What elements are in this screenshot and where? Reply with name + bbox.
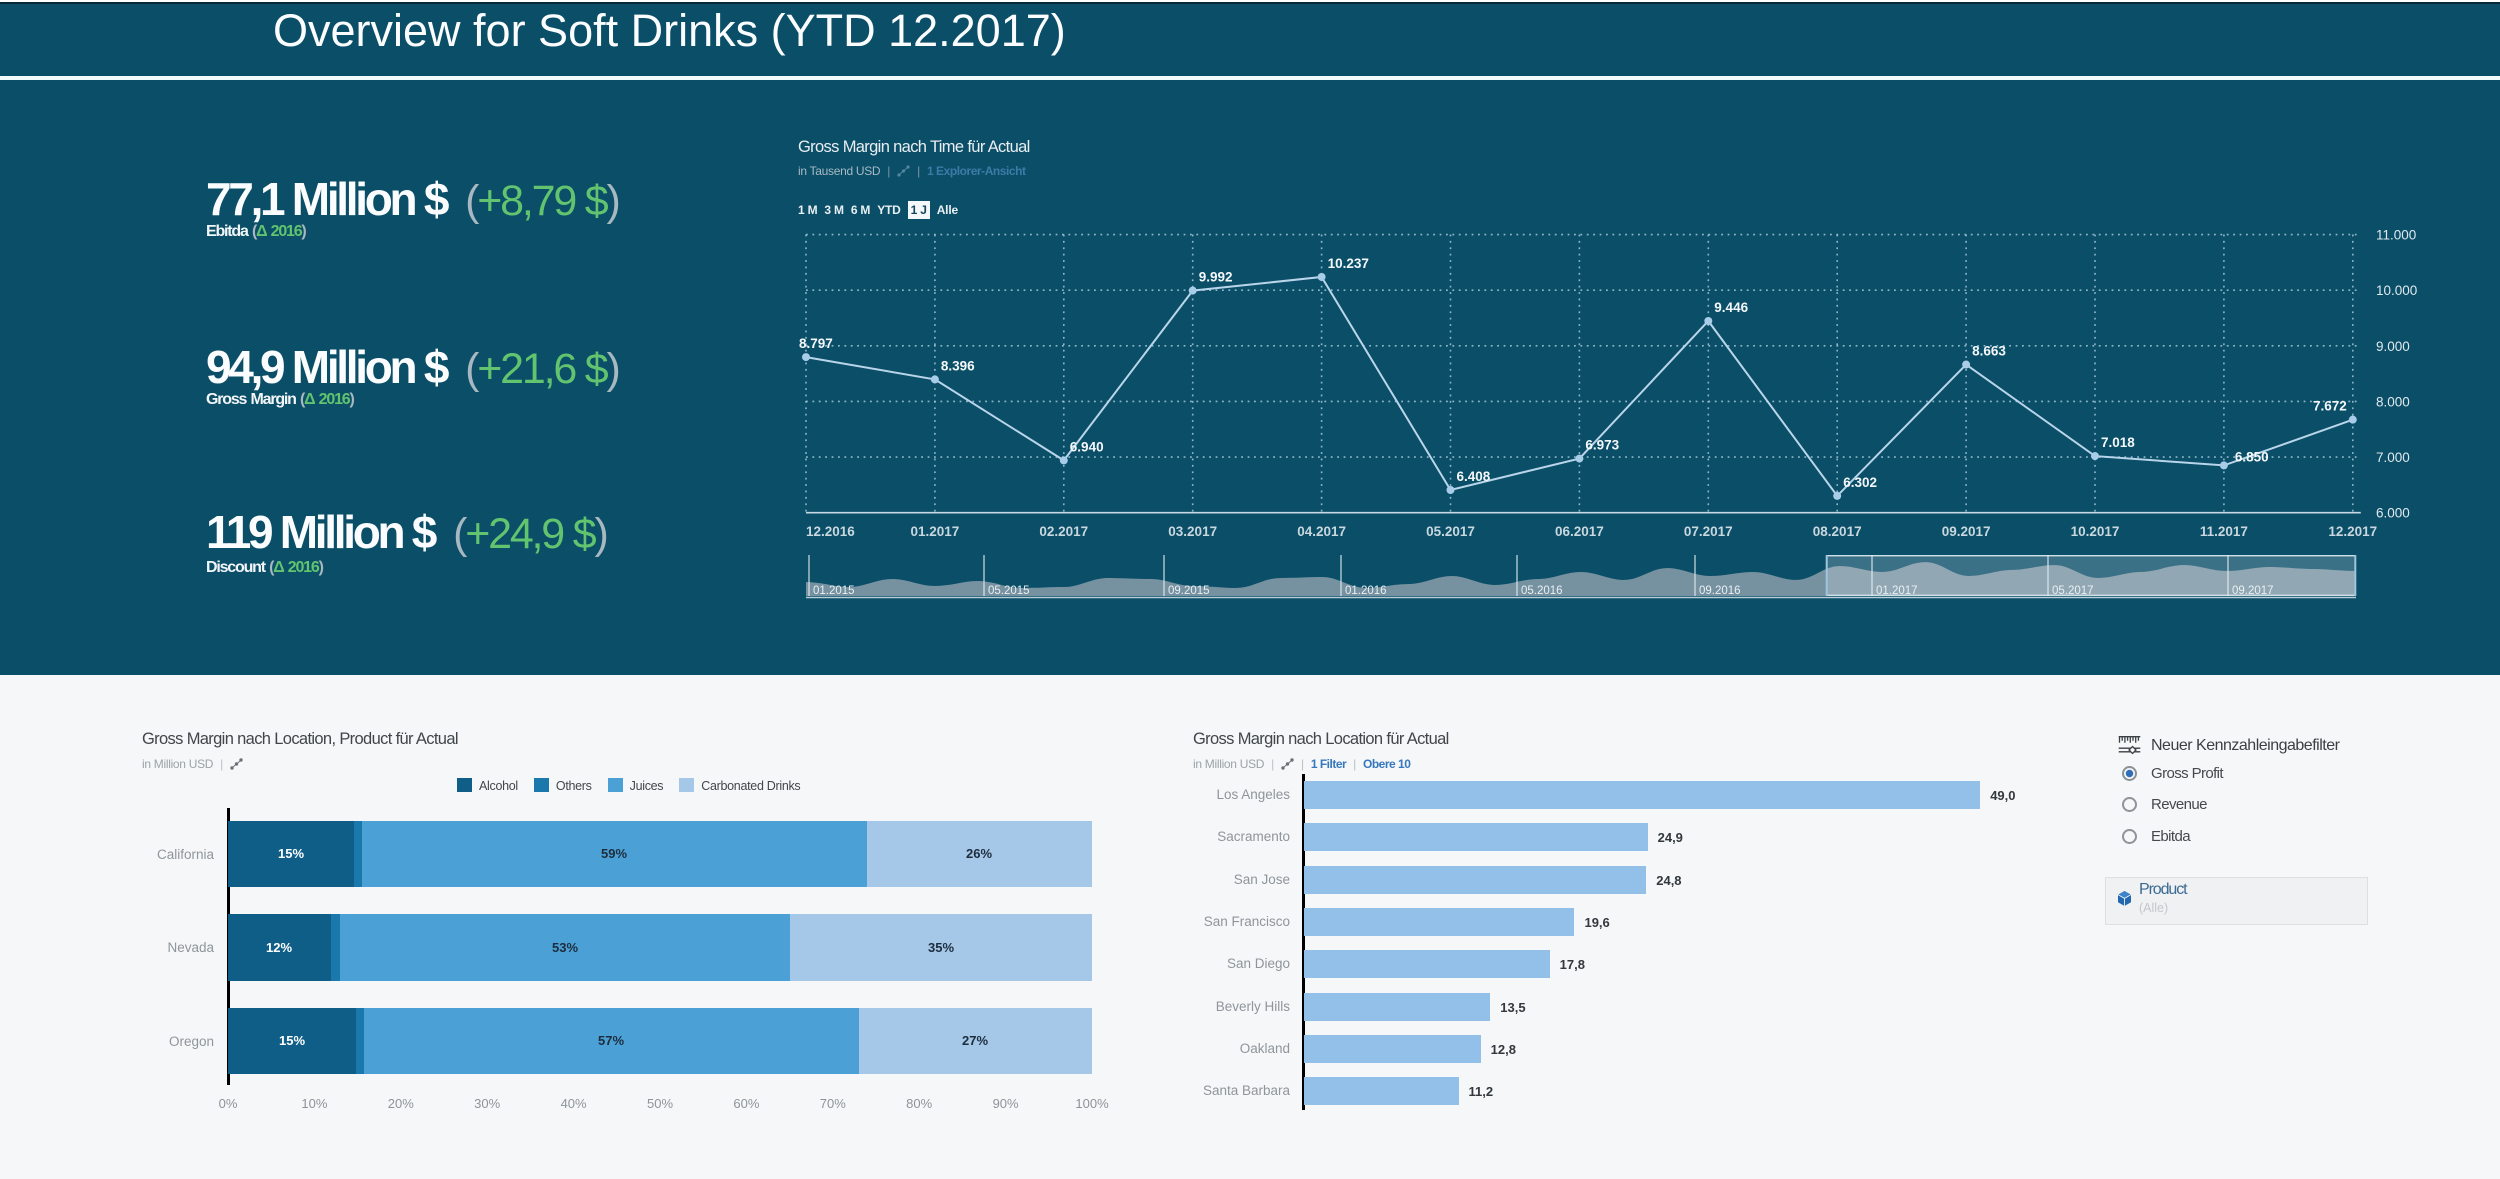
svg-text:09.2017: 09.2017: [2232, 585, 2274, 597]
svg-text:01.2015: 01.2015: [813, 585, 855, 597]
svg-text:06.2017: 06.2017: [1555, 524, 1604, 539]
svg-text:02.2017: 02.2017: [1039, 524, 1088, 539]
svg-text:11.2017: 11.2017: [2200, 524, 2248, 539]
svg-text:09.2016: 09.2016: [1699, 585, 1741, 597]
svg-text:6.973: 6.973: [1585, 438, 1619, 453]
svg-text:12.2017: 12.2017: [2328, 524, 2377, 539]
svg-text:12.2016: 12.2016: [806, 524, 855, 539]
svg-text:7.672: 7.672: [2313, 399, 2347, 414]
svg-text:01.2017: 01.2017: [910, 524, 959, 539]
svg-text:6.302: 6.302: [1843, 475, 1877, 490]
svg-text:6.000: 6.000: [2376, 506, 2410, 521]
svg-text:10.000: 10.000: [2376, 283, 2417, 298]
svg-text:8.000: 8.000: [2376, 394, 2410, 409]
svg-text:08.2017: 08.2017: [1813, 524, 1862, 539]
svg-text:01.2017: 01.2017: [1876, 585, 1918, 597]
svg-text:05.2017: 05.2017: [1426, 524, 1475, 539]
svg-text:01.2016: 01.2016: [1345, 585, 1387, 597]
svg-text:07.2017: 07.2017: [1684, 524, 1733, 539]
svg-text:9.000: 9.000: [2376, 339, 2410, 354]
svg-text:03.2017: 03.2017: [1168, 524, 1217, 539]
svg-text:11.000: 11.000: [2376, 228, 2416, 243]
svg-text:09.2015: 09.2015: [1168, 585, 1210, 597]
svg-text:09.2017: 09.2017: [1942, 524, 1991, 539]
svg-text:6.850: 6.850: [2235, 449, 2269, 464]
svg-text:6.940: 6.940: [1070, 439, 1104, 454]
svg-text:6.408: 6.408: [1457, 469, 1491, 484]
svg-text:10.237: 10.237: [1328, 256, 1369, 271]
svg-text:05.2017: 05.2017: [2052, 585, 2094, 597]
svg-text:9.992: 9.992: [1199, 270, 1233, 285]
svg-text:7.000: 7.000: [2376, 450, 2410, 465]
svg-text:7.018: 7.018: [2101, 435, 2135, 450]
svg-text:9.446: 9.446: [1714, 300, 1748, 315]
svg-text:04.2017: 04.2017: [1297, 524, 1346, 539]
svg-text:05.2015: 05.2015: [988, 585, 1030, 597]
svg-text:8.797: 8.797: [799, 336, 833, 351]
svg-text:05.2016: 05.2016: [1521, 585, 1563, 597]
svg-text:10.2017: 10.2017: [2071, 524, 2120, 539]
svg-text:8.663: 8.663: [1972, 344, 2006, 359]
svg-text:8.396: 8.396: [941, 358, 975, 373]
